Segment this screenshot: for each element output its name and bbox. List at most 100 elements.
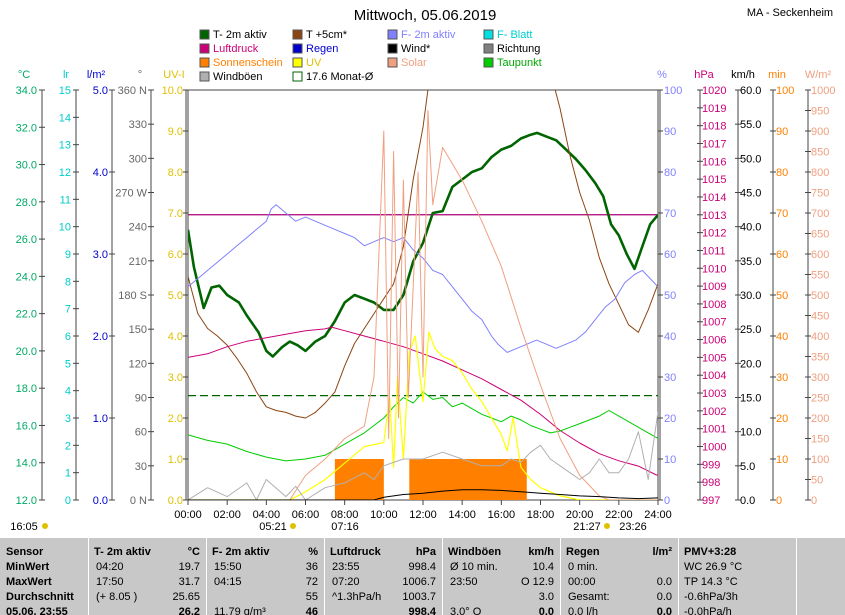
axis-tick-label: 60 bbox=[776, 249, 788, 261]
axis-tick-label: 70 bbox=[776, 208, 788, 220]
axis-tick-label: 150 bbox=[811, 434, 829, 446]
corner-time: 16:05 bbox=[10, 521, 38, 533]
row-label: MaxWert bbox=[6, 576, 52, 588]
series-line bbox=[188, 90, 658, 419]
axis-tick-label: 3.0 bbox=[168, 372, 183, 384]
table-value: 0.0 bbox=[656, 576, 672, 588]
column-divider bbox=[796, 538, 797, 615]
sunset-icon bbox=[604, 523, 610, 529]
legend-swatch bbox=[483, 57, 494, 68]
axis-tick-label: 300 bbox=[129, 153, 147, 165]
axis-tick-label: 50.0 bbox=[740, 153, 761, 165]
col-header: F- 2m aktiv bbox=[212, 546, 270, 558]
series-line bbox=[188, 204, 658, 353]
axis-tick-label: 14.0 bbox=[16, 458, 37, 470]
column-divider bbox=[206, 538, 207, 615]
axis-tick-label: 24.0 bbox=[16, 271, 37, 283]
axis-tick-label: 50 bbox=[811, 475, 823, 487]
axis-tick-label: 1013 bbox=[702, 210, 726, 222]
sunrise-icon bbox=[290, 523, 296, 529]
axis-tick-label: 90 bbox=[776, 126, 788, 138]
x-tick-label: 22:00 bbox=[605, 509, 633, 521]
axis-tick-label: 2.0 bbox=[93, 331, 108, 343]
sunrise2-label: 07:16 bbox=[331, 521, 359, 533]
axis-tick-label: 600 bbox=[811, 249, 829, 261]
axis-tick-label: 900 bbox=[811, 126, 829, 138]
axis-unit-min: min bbox=[768, 69, 786, 81]
legend-swatch bbox=[199, 43, 210, 54]
axis-tick-label: 240 bbox=[129, 222, 147, 234]
table-cell: 00:00 bbox=[568, 576, 596, 588]
col-unit: °C bbox=[187, 546, 200, 558]
axis-tick-label: 270 W bbox=[115, 188, 147, 200]
table-cell: -0.6hPa/3h bbox=[684, 591, 738, 603]
legend-swatch bbox=[483, 29, 494, 40]
axis-tick-label: 1.0 bbox=[168, 454, 183, 466]
series-line bbox=[188, 331, 658, 500]
axis-tick-label: 3.0 bbox=[93, 249, 108, 261]
axis-tick-label: 9.0 bbox=[168, 126, 183, 138]
table-value: 19.7 bbox=[178, 561, 200, 573]
axis-tick-label: 550 bbox=[811, 270, 829, 282]
table-cell: TP 14.3 °C bbox=[684, 576, 738, 588]
axis-tick-label: 3 bbox=[65, 413, 71, 425]
axis-tick-label: 4.0 bbox=[168, 331, 183, 343]
table-cell: Gesamt: bbox=[568, 591, 610, 603]
axis-tick-label: 120 bbox=[129, 358, 147, 370]
table-cell: 3.0° O bbox=[450, 606, 482, 615]
sunrise-label: 05:21 bbox=[259, 521, 287, 533]
table-value: O 12.9 bbox=[520, 576, 554, 588]
series-line bbox=[188, 489, 658, 500]
axis-tick-label: 5.0 bbox=[168, 290, 183, 302]
legend-label: UV bbox=[306, 57, 322, 69]
axis-tick-label: 1002 bbox=[702, 406, 726, 418]
legend-swatch bbox=[292, 71, 303, 82]
col-header: T- 2m aktiv bbox=[94, 546, 151, 558]
table-cell: 07:20 bbox=[332, 576, 360, 588]
axis-unit-pct: % bbox=[657, 69, 667, 81]
axis-tick-label: 2 bbox=[65, 440, 71, 452]
col-header: Regen bbox=[566, 546, 600, 558]
x-tick-label: 08:00 bbox=[331, 509, 359, 521]
axis-tick-label: 1000 bbox=[811, 85, 835, 97]
table-cell: 15:50 bbox=[214, 561, 242, 573]
legend-swatch bbox=[292, 57, 303, 68]
axis-tick-label: 30 bbox=[135, 461, 147, 473]
axis-tick-label: 100 bbox=[664, 85, 682, 97]
axis-tick-label: 9 bbox=[65, 249, 71, 261]
axis-tick-label: 750 bbox=[811, 188, 829, 200]
col-unit: hPa bbox=[415, 546, 436, 558]
axis-tick-label: 12.0 bbox=[16, 495, 37, 507]
axis-tick-label: 1 bbox=[65, 468, 71, 480]
col-header: Windböen bbox=[448, 546, 502, 558]
station-name: MA - Seckenheim bbox=[747, 7, 833, 19]
axis-unit-uvi: UV-I bbox=[163, 69, 184, 81]
axis-tick-label: 32.0 bbox=[16, 122, 37, 134]
table-value: 31.7 bbox=[178, 576, 200, 588]
axis-tick-label: 10 bbox=[664, 454, 676, 466]
axis-tick-label: 1017 bbox=[702, 138, 726, 150]
axis-tick-label: 1015 bbox=[702, 174, 726, 186]
table-value: 0.0 bbox=[656, 606, 672, 615]
axis-tick-label: 1007 bbox=[702, 317, 726, 329]
axis-tick-label: 6.0 bbox=[168, 249, 183, 261]
axis-tick-label: 15.0 bbox=[740, 393, 761, 405]
axis-tick-label: 10.0 bbox=[740, 427, 761, 439]
x-tick-label: 20:00 bbox=[566, 509, 594, 521]
axis-unit-wm2: W/m² bbox=[805, 69, 832, 81]
axis-tick-label: 950 bbox=[811, 106, 829, 118]
column-divider bbox=[442, 538, 443, 615]
axis-tick-label: 30.0 bbox=[740, 290, 761, 302]
col-header: PMV+3:28 bbox=[684, 546, 737, 558]
axis-tick-label: 0.0 bbox=[168, 495, 183, 507]
axis-tick-label: 2.0 bbox=[168, 413, 183, 425]
corner-sun-icon bbox=[42, 523, 48, 529]
table-cell: 04:15 bbox=[214, 576, 242, 588]
axis-tick-label: 500 bbox=[811, 290, 829, 302]
axis-tick-label: 999 bbox=[702, 459, 720, 471]
axis-tick-label: 100 bbox=[811, 454, 829, 466]
col-unit: % bbox=[308, 546, 318, 558]
legend-label: T +5cm* bbox=[306, 29, 348, 41]
x-tick-label: 00:00 bbox=[174, 509, 202, 521]
axis-tick-label: 0 bbox=[811, 495, 817, 507]
